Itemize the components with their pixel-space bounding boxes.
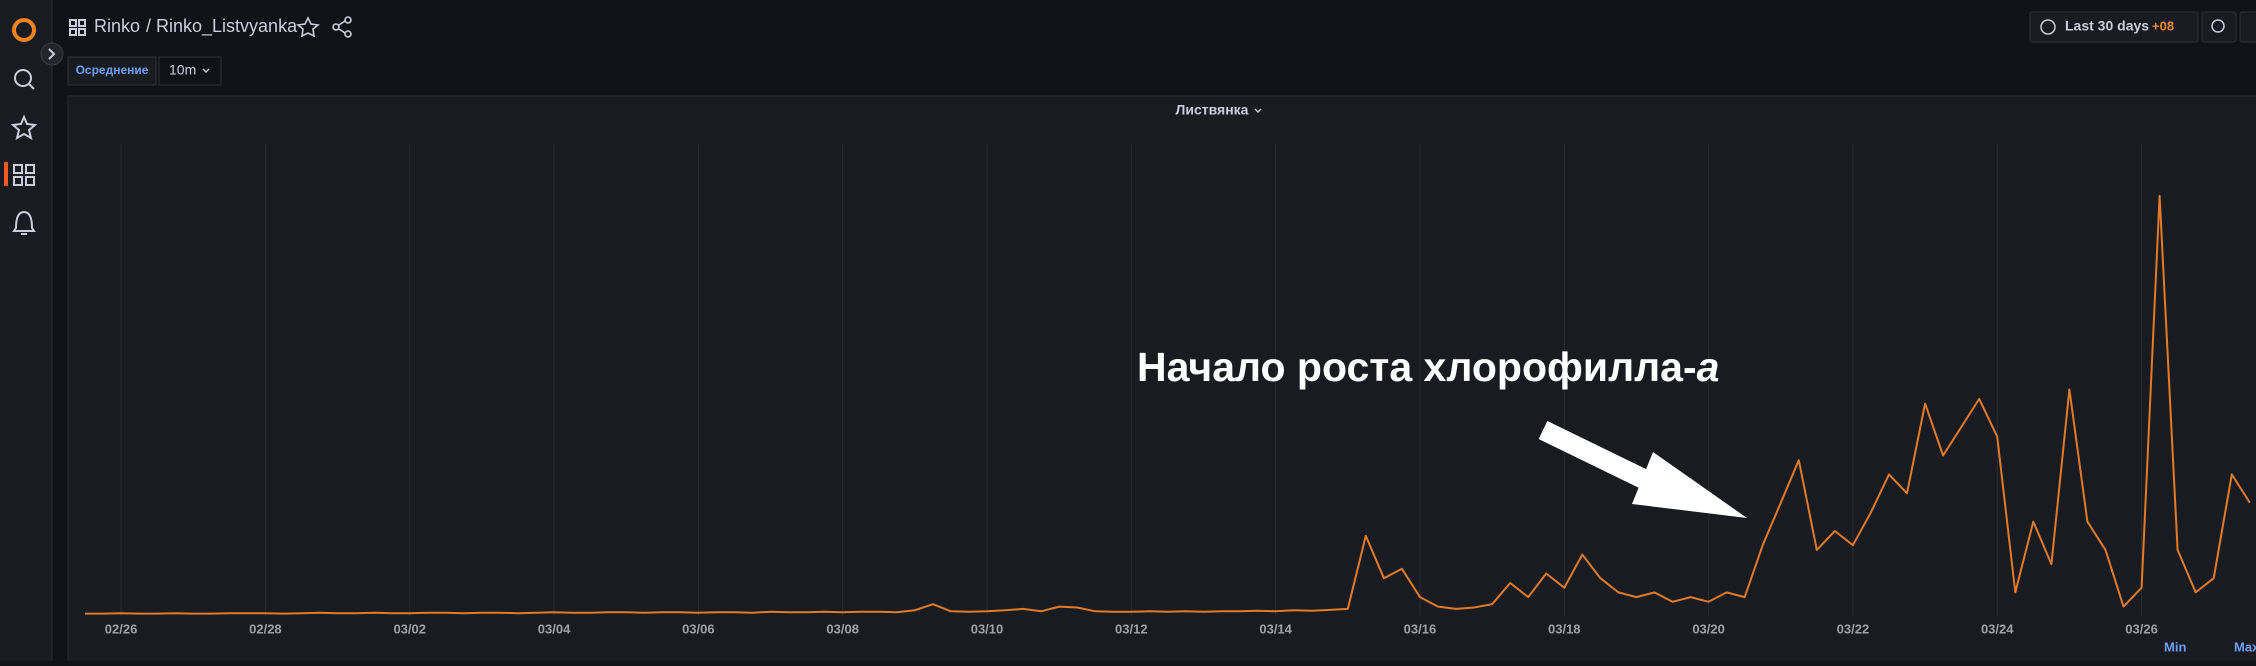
variable-chevron <box>202 68 210 73</box>
zoom-out-button[interactable] <box>2201 11 2237 43</box>
panel-menu-chevron <box>1254 108 1262 113</box>
arrow-head <box>1632 452 1747 518</box>
zoom-icon <box>2211 19 2225 33</box>
x-tick-label: 03/16 <box>1404 621 1437 636</box>
starred-icon[interactable] <box>10 114 38 141</box>
search-icon[interactable] <box>14 69 32 87</box>
dashboards-icon[interactable] <box>13 164 35 186</box>
variable-label: Осреднение <box>76 63 149 77</box>
share-button[interactable] <box>332 16 352 38</box>
time-range: Last 30 days <box>2065 18 2149 34</box>
x-tick-label: 03/20 <box>1692 621 1725 636</box>
variable-value: 10m <box>169 62 196 78</box>
refresh-button[interactable] <box>2239 11 2256 43</box>
x-tick-label: 03/04 <box>538 621 571 636</box>
dashboard-title: / Rinko_Listvyanka <box>146 16 298 37</box>
annotation: Начало роста хлорофилла-a <box>1137 344 1719 390</box>
folder-link[interactable]: Rinko <box>94 16 140 36</box>
x-tick-label: 03/10 <box>971 621 1004 636</box>
search-icon-handle <box>28 83 35 90</box>
x-tick-label: 03/08 <box>826 621 859 636</box>
panel-title[interactable]: Листвянка <box>1176 102 1249 118</box>
panel <box>67 95 2256 666</box>
series-line <box>85 194 2251 615</box>
breadcrumb-icon <box>69 19 86 36</box>
star-button[interactable] <box>296 16 320 38</box>
x-tick-label: 03/02 <box>393 621 426 636</box>
annotation-text: Начало роста хлорофилла- <box>1137 344 1697 390</box>
x-tick-label: 02/26 <box>105 621 138 636</box>
variable-select[interactable] <box>158 56 222 86</box>
active-marker <box>4 162 8 186</box>
plot-area: 02/26 02/28 03/02 03/04 03/06 03/08 03/10 03/12… <box>85 144 2251 636</box>
x-tick-label: 03/26 <box>2125 621 2158 636</box>
alert-icon[interactable] <box>12 210 36 235</box>
clock-icon <box>2040 19 2056 35</box>
legend-max[interactable]: Max <box>2234 639 2256 654</box>
x-tick-label: 03/24 <box>1981 621 2014 636</box>
x-tick-label: 03/18 <box>1548 621 1581 636</box>
x-tick-label: 03/12 <box>1115 621 1148 636</box>
legend-min[interactable]: Min <box>2164 639 2186 654</box>
collapse-chevron <box>48 48 56 60</box>
x-tick-label: 02/28 <box>249 621 282 636</box>
time-picker[interactable] <box>2029 11 2199 43</box>
x-tick-label: 03/14 <box>1259 621 1292 636</box>
annotation-italic: a <box>1697 344 1720 390</box>
collapse-button[interactable] <box>40 42 64 66</box>
x-tick-label: 03/22 <box>1837 621 1870 636</box>
arrow-shaft <box>1538 421 1667 497</box>
x-tick-label: 03/06 <box>682 621 715 636</box>
variable-label-box <box>67 56 157 86</box>
timezone: +08 <box>2152 18 2174 33</box>
grafana-logo[interactable] <box>12 18 36 42</box>
sidebar <box>0 0 52 661</box>
